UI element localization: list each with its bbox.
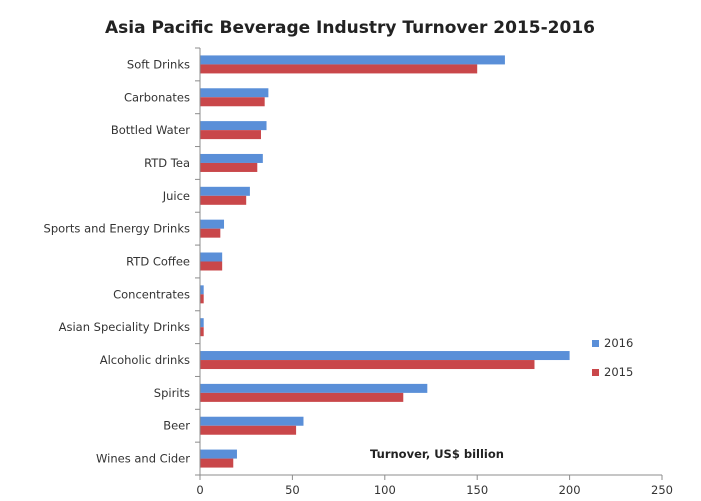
chart-title: Asia Pacific Beverage Industry Turnover … [105, 18, 595, 38]
category-label: RTD Tea [144, 156, 190, 170]
x-tick-label: 0 [196, 483, 203, 497]
bar-2015 [200, 64, 478, 74]
category-label: Soft Drinks [127, 57, 190, 71]
axis-annotation: Turnover, US$ billion [370, 447, 504, 461]
bar-2015 [200, 195, 247, 205]
bar-2015 [200, 261, 223, 271]
x-tick-label: 150 [466, 483, 488, 497]
category-label: Carbonates [124, 90, 190, 104]
category-label: RTD Coffee [126, 255, 190, 269]
bar-2015 [200, 327, 204, 337]
bar-2016 [200, 186, 250, 196]
bar-2016 [200, 318, 204, 328]
category-label: Wines and Cider [96, 452, 190, 466]
bar-2016 [200, 416, 304, 426]
bar-2016 [200, 121, 267, 131]
bar-2015 [200, 97, 265, 107]
bar-2015 [200, 425, 297, 435]
bar-2016 [200, 449, 237, 459]
bar-2015 [200, 130, 261, 140]
plot-area: Soft Drinks Carbonates Bottled Water RTD Te… [44, 47, 673, 497]
legend-label-2015: 2015 [604, 365, 633, 379]
bar-2015 [200, 360, 535, 370]
x-tick-label: 250 [651, 483, 673, 497]
bar-2015 [200, 294, 204, 304]
category-label: Sports and Energy Drinks [44, 222, 190, 236]
x-tick-label: 100 [374, 483, 396, 497]
bar-2016 [200, 383, 428, 393]
legend: 2016 2015 [592, 336, 633, 379]
category-label: Alcoholic drinks [100, 353, 190, 367]
bar-2016 [200, 153, 263, 163]
bar-2016 [200, 88, 269, 98]
bar-2016 [200, 252, 223, 262]
x-tick-label: 200 [559, 483, 581, 497]
bar-2015 [200, 228, 221, 238]
x-tick-label: 50 [285, 483, 300, 497]
category-label: Juice [162, 189, 190, 203]
bar-2015 [200, 458, 234, 468]
bar-2016 [200, 219, 225, 229]
bar-2016 [200, 351, 570, 361]
category-label: Beer [163, 419, 190, 433]
bar-2016 [200, 55, 505, 65]
legend-label-2016: 2016 [604, 336, 633, 350]
legend-swatch-2016 [592, 340, 599, 347]
legend-swatch-2015 [592, 369, 599, 376]
category-label: Asian Speciality Drinks [59, 320, 190, 334]
category-label: Concentrates [113, 287, 190, 301]
bar-2016 [200, 285, 204, 295]
category-label: Spirits [154, 386, 190, 400]
category-label: Bottled Water [111, 123, 190, 137]
bar-2015 [200, 392, 404, 402]
bar-2015 [200, 162, 258, 172]
